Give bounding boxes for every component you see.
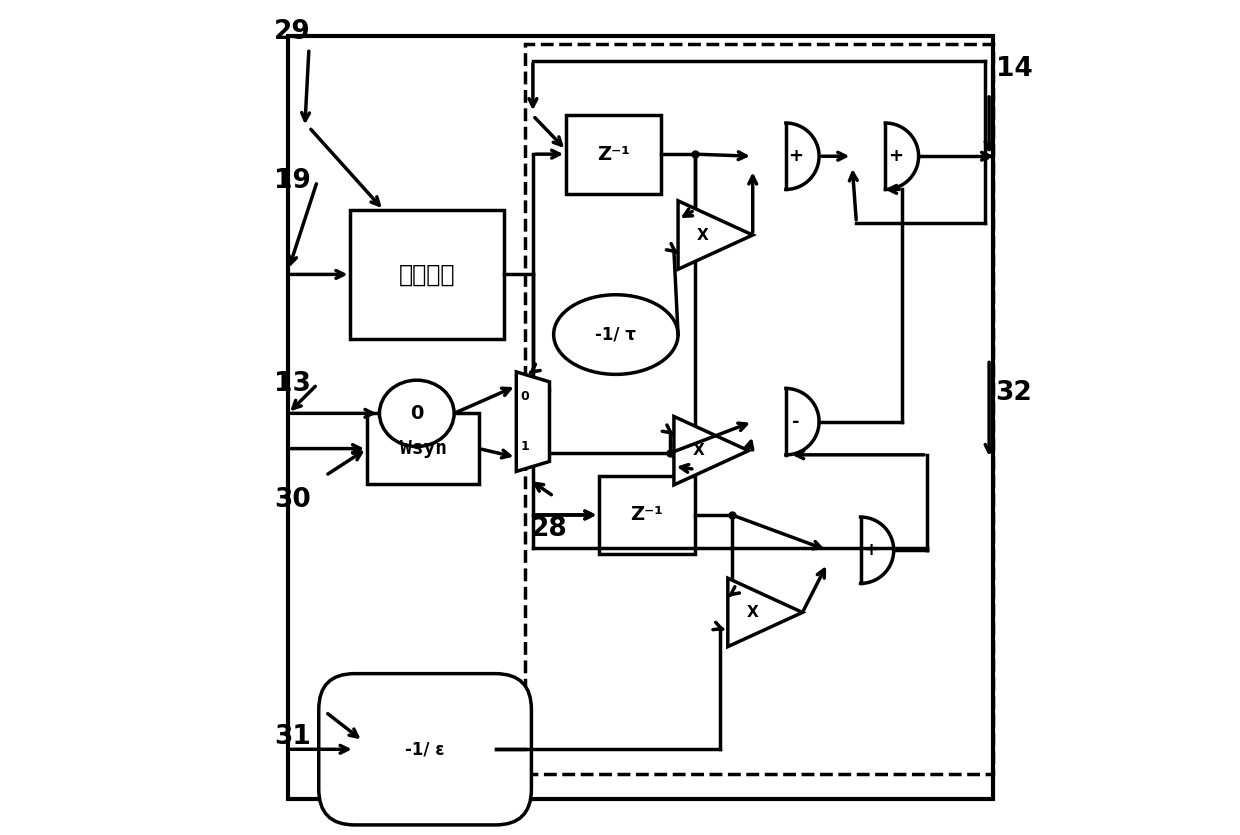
Ellipse shape — [379, 380, 454, 447]
Text: X: X — [746, 605, 759, 620]
Text: Wsyn: Wsyn — [399, 439, 446, 458]
Text: +: + — [789, 147, 804, 165]
Bar — [567, 114, 661, 194]
Text: -: - — [792, 412, 800, 431]
Text: +: + — [863, 541, 878, 559]
Text: X: X — [697, 227, 709, 242]
Text: X: X — [693, 443, 704, 458]
Text: 19: 19 — [274, 168, 311, 194]
Text: 1: 1 — [521, 440, 529, 453]
Text: 0: 0 — [410, 404, 424, 423]
Text: 30: 30 — [274, 488, 311, 514]
Polygon shape — [728, 578, 802, 646]
FancyBboxPatch shape — [319, 674, 532, 825]
Text: 峰値检测: 峰値检测 — [399, 262, 455, 286]
Text: 13: 13 — [274, 372, 311, 397]
Text: -1/ ε: -1/ ε — [405, 741, 445, 758]
Text: 29: 29 — [274, 19, 311, 45]
Bar — [525, 44, 993, 774]
Text: +: + — [888, 147, 903, 165]
Bar — [599, 476, 694, 554]
Bar — [288, 36, 993, 799]
Text: 14: 14 — [996, 56, 1033, 82]
Text: Z⁻¹: Z⁻¹ — [598, 144, 630, 164]
Text: Z⁻¹: Z⁻¹ — [630, 505, 663, 524]
Polygon shape — [516, 372, 549, 472]
Text: 32: 32 — [996, 380, 1033, 406]
Bar — [367, 413, 479, 483]
Text: 28: 28 — [531, 517, 568, 543]
Bar — [351, 210, 503, 339]
Text: -1/ τ: -1/ τ — [595, 326, 636, 343]
Ellipse shape — [553, 295, 678, 374]
Text: 0: 0 — [521, 390, 529, 403]
Polygon shape — [678, 200, 753, 269]
Polygon shape — [673, 417, 749, 485]
Text: 31: 31 — [274, 724, 311, 750]
